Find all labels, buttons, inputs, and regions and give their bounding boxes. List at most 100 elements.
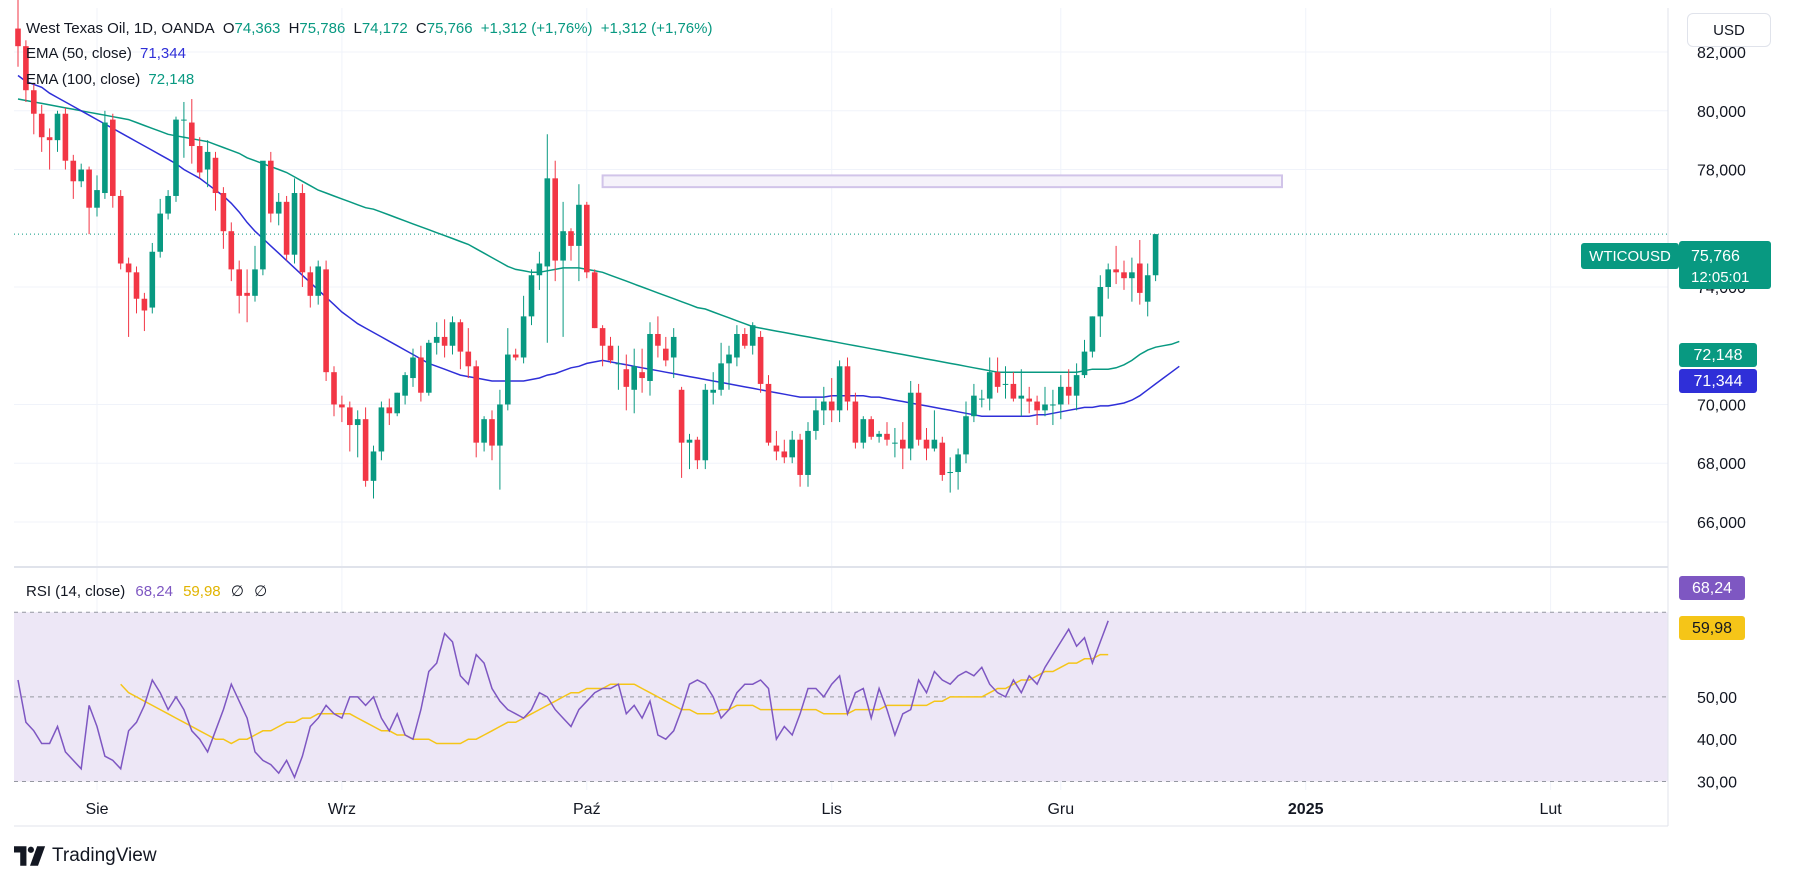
time-axis[interactable]: Sie Wrz Paź Lis Gru 2025 Lut xyxy=(14,801,1668,827)
candle xyxy=(46,128,53,170)
candle xyxy=(686,433,693,470)
candle-body xyxy=(441,336,448,346)
candle-body xyxy=(315,266,321,296)
candle xyxy=(963,401,969,464)
time-tick-label: Lut xyxy=(1539,801,1562,818)
candle xyxy=(347,401,353,452)
rsi-line xyxy=(17,620,1109,780)
candle-body xyxy=(520,316,527,358)
candle xyxy=(141,292,148,332)
ema50-legend-value: 71,344 xyxy=(140,45,186,62)
candle xyxy=(315,260,321,305)
symbol-title: West Texas Oil, 1D, OANDA xyxy=(26,20,215,37)
candle-body xyxy=(892,442,898,444)
candle xyxy=(884,422,890,446)
ohlc-close: C75,766 xyxy=(415,20,473,37)
candle-body xyxy=(939,442,946,475)
candle-body xyxy=(876,433,882,437)
candle xyxy=(23,40,29,102)
candle-body xyxy=(196,146,203,173)
rsi-tick-label: 30,00 xyxy=(1697,775,1737,792)
candle-body xyxy=(46,137,53,141)
rsi-tick-label: 40,00 xyxy=(1697,732,1737,749)
candle-body xyxy=(418,357,424,393)
candle-body xyxy=(370,451,377,481)
candle-body xyxy=(994,372,1001,387)
candle-body xyxy=(189,122,195,147)
candle xyxy=(1026,386,1032,414)
candle xyxy=(765,375,772,446)
resistance-zone[interactable] xyxy=(601,174,1283,189)
axis-badges: WTICOUSD 75,766 12:05:01 72,148 71,344 6… xyxy=(1581,241,1771,640)
candle-body xyxy=(505,354,511,405)
candle xyxy=(860,416,867,449)
candle xyxy=(710,372,716,405)
candle-body xyxy=(623,369,630,387)
candle xyxy=(828,378,835,423)
candle xyxy=(615,345,622,390)
candle xyxy=(868,416,874,440)
candle xyxy=(623,354,630,411)
candle-body xyxy=(979,398,985,400)
candle xyxy=(481,416,487,452)
candle-body xyxy=(1058,386,1064,405)
rsi-legend[interactable]: RSI (14, close) 68,24 59,98 ∅ ∅ xyxy=(26,582,273,600)
time-tick-label: Lis xyxy=(821,801,841,818)
candle xyxy=(497,389,503,490)
candle-body xyxy=(331,372,337,405)
currency-button[interactable]: USD xyxy=(1687,13,1771,47)
tradingview-logo[interactable]: TradingView xyxy=(14,845,157,867)
candle-body xyxy=(1010,383,1017,399)
candle-body xyxy=(347,407,353,426)
candle xyxy=(220,187,227,249)
candle xyxy=(663,336,669,367)
candle xyxy=(552,160,558,282)
ema100-legend[interactable]: EMA (100, close) 72,148 xyxy=(26,71,198,89)
candle-body xyxy=(884,433,890,440)
ema50-legend[interactable]: EMA (50, close) 71,344 xyxy=(26,45,190,63)
candle xyxy=(742,328,748,349)
symbol-legend[interactable]: West Texas Oil, 1D, OANDA O74,363 H75,78… xyxy=(26,20,716,38)
candle xyxy=(125,257,132,337)
candle-body xyxy=(718,363,724,390)
candle xyxy=(15,0,21,67)
candle xyxy=(718,342,724,396)
candle xyxy=(907,380,914,461)
candle xyxy=(655,316,661,358)
rsi-reference-lines xyxy=(14,611,1668,783)
candle xyxy=(323,260,329,381)
candle-body xyxy=(299,193,306,273)
candle xyxy=(931,410,938,452)
candle-body xyxy=(497,404,503,446)
candle-body xyxy=(765,383,772,443)
candle xyxy=(892,427,898,458)
candle xyxy=(1065,369,1072,405)
candle-body xyxy=(204,151,211,170)
candle xyxy=(639,348,645,393)
candle-body xyxy=(631,366,637,390)
candle xyxy=(568,228,574,261)
candle-body xyxy=(1073,375,1080,396)
candle-body xyxy=(1113,269,1119,273)
candle xyxy=(607,336,614,364)
candle-body xyxy=(615,363,622,365)
candle xyxy=(726,345,732,390)
candle xyxy=(181,101,187,158)
candle-body xyxy=(410,357,416,379)
candle xyxy=(694,436,701,470)
candle xyxy=(173,116,179,202)
price-badge-value: 75,766 xyxy=(1691,248,1740,265)
candle-body xyxy=(386,407,393,414)
rsi-axis[interactable]: 50,00 40,00 30,00 xyxy=(1697,690,1737,792)
candle xyxy=(378,401,385,461)
candle xyxy=(110,113,116,208)
candle xyxy=(505,328,511,411)
candle xyxy=(560,201,566,337)
candle-body xyxy=(931,439,938,449)
candle-body xyxy=(268,160,274,214)
candle xyxy=(749,322,756,355)
candle-body xyxy=(275,201,282,214)
candle xyxy=(196,137,203,179)
candle-body xyxy=(963,416,969,455)
